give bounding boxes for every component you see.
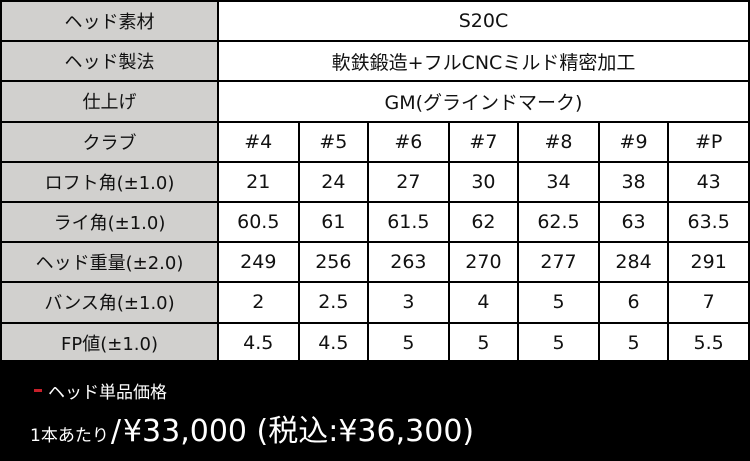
cell: 24 [297, 160, 370, 203]
cell: 62 [447, 200, 520, 244]
table-row: ヘッド素材 S20C [0, 0, 750, 43]
cell: #5 [297, 120, 370, 163]
cell: 5.5 [667, 321, 750, 364]
cell: #6 [367, 120, 450, 163]
cell: 6 [597, 281, 670, 324]
slash: / [110, 414, 121, 449]
cell: 43 [667, 160, 750, 203]
price-line: 1本あたり / ¥33,000 (税込:¥36,300) [30, 406, 474, 450]
cell: 4 [447, 281, 520, 324]
row-label: FP値(±1.0) [0, 321, 219, 364]
cell: 4.5 [297, 321, 370, 364]
cell: 5 [517, 321, 600, 364]
per-unit-label: 1本あたり [30, 426, 109, 446]
cell: 263 [367, 241, 450, 284]
row-label: ロフト角(±1.0) [0, 160, 219, 203]
cell: 5 [597, 321, 670, 364]
table-row: ヘッド重量(±2.0) 249 256 263 270 277 284 291 [0, 241, 750, 284]
price-value: ¥33,000 (税込:¥36,300) [122, 414, 475, 449]
cell: 63 [597, 200, 670, 244]
row-label: ライ角(±1.0) [0, 200, 219, 244]
cell: 3 [367, 281, 450, 324]
table-row: ライ角(±1.0) 60.5 61 61.5 62 62.5 63 63.5 [0, 200, 750, 244]
table-row: クラブ #4 #5 #6 #7 #8 #9 #P [0, 120, 750, 163]
cell: 4.5 [217, 321, 300, 364]
cell: 249 [217, 241, 300, 284]
cell: 270 [447, 241, 520, 284]
row-label: ヘッド重量(±2.0) [0, 241, 219, 284]
cell: #4 [217, 120, 300, 163]
cell: #P [667, 120, 750, 163]
row-label: 仕上げ [0, 80, 219, 123]
row-label: クラブ [0, 120, 219, 163]
spec-table: ヘッド素材 S20C ヘッド製法 軟鉄鍛造+フルCNCミルド精密加工 仕上げ GM(グ… [0, 0, 750, 364]
price-heading: ヘッド単品価格 [34, 378, 167, 403]
cell: 277 [517, 241, 600, 284]
row-label: バンス角(±1.0) [0, 281, 219, 324]
table-row: FP値(±1.0) 4.5 4.5 5 5 5 5 5.5 [0, 321, 750, 364]
cell: 5 [517, 281, 600, 324]
row-label: ヘッド素材 [0, 0, 219, 43]
cell: 63.5 [667, 200, 750, 244]
price-section: ヘッド単品価格 1本あたり / ¥33,000 (税込:¥36,300) [0, 360, 750, 461]
table-row: 仕上げ GM(グラインドマーク) [0, 80, 750, 123]
cell: 5 [447, 321, 520, 364]
cell: 7 [667, 281, 750, 324]
table-row: ヘッド製法 軟鉄鍛造+フルCNCミルド精密加工 [0, 40, 750, 83]
cell: 284 [597, 241, 670, 284]
cell: 2.5 [297, 281, 370, 324]
cell: #8 [517, 120, 600, 163]
cell: 5 [367, 321, 450, 364]
cell: S20C [217, 0, 750, 43]
cell: 291 [667, 241, 750, 284]
price-heading-text: ヘッド単品価格 [48, 383, 167, 403]
cell: 62.5 [517, 200, 600, 244]
cell: 256 [297, 241, 370, 284]
table-row: バンス角(±1.0) 2 2.5 3 4 5 6 7 [0, 281, 750, 324]
cell: #7 [447, 120, 520, 163]
cell: 61 [297, 200, 370, 244]
cell: 38 [597, 160, 670, 203]
cell: GM(グラインドマーク) [217, 80, 750, 123]
cell: 30 [447, 160, 520, 203]
cell: 27 [367, 160, 450, 203]
cell: 軟鉄鍛造+フルCNCミルド精密加工 [217, 40, 750, 83]
row-label: ヘッド製法 [0, 40, 219, 83]
cell: 34 [517, 160, 600, 203]
cell: 61.5 [367, 200, 450, 244]
cell: 2 [217, 281, 300, 324]
cell: 21 [217, 160, 300, 203]
red-dash-icon [34, 389, 42, 392]
cell: 60.5 [217, 200, 300, 244]
table-row: ロフト角(±1.0) 21 24 27 30 34 38 43 [0, 160, 750, 203]
cell: #9 [597, 120, 670, 163]
